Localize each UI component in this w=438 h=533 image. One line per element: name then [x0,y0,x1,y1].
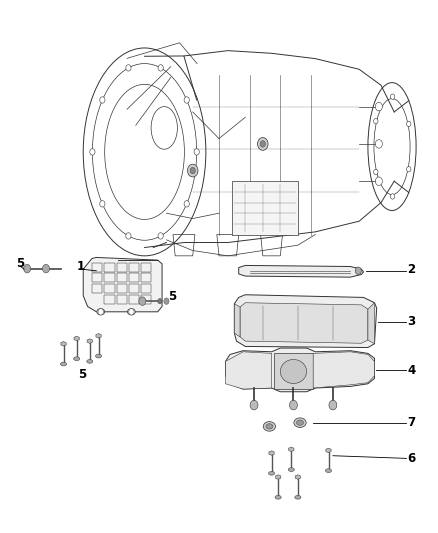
Circle shape [190,167,195,174]
Circle shape [290,400,297,410]
Text: 5: 5 [168,290,176,303]
Ellipse shape [297,420,304,425]
Text: 1: 1 [77,260,85,273]
Circle shape [406,166,411,172]
Circle shape [260,141,265,147]
Circle shape [187,164,198,177]
Ellipse shape [74,357,80,360]
Bar [117,295,127,304]
Bar [129,295,139,304]
Ellipse shape [95,354,102,358]
Polygon shape [83,257,162,312]
Bar [104,263,115,272]
Polygon shape [240,303,368,343]
Polygon shape [326,448,331,453]
Circle shape [42,264,49,273]
Circle shape [100,97,105,103]
Text: 3: 3 [407,316,416,328]
Bar [141,273,152,282]
Ellipse shape [266,424,273,429]
Polygon shape [295,475,300,479]
Polygon shape [313,352,374,388]
Text: 4: 4 [407,364,416,377]
Ellipse shape [268,472,275,475]
Circle shape [98,309,103,315]
Ellipse shape [60,362,67,366]
Ellipse shape [288,468,294,471]
Polygon shape [269,451,274,455]
Circle shape [158,298,162,304]
Bar [129,284,139,293]
Text: 6: 6 [407,452,416,465]
Ellipse shape [325,469,332,473]
Circle shape [158,64,163,71]
Polygon shape [61,342,66,346]
Bar [92,273,102,282]
Polygon shape [226,352,272,389]
Polygon shape [226,348,374,392]
Circle shape [129,309,134,315]
Bar [104,295,115,304]
Circle shape [374,118,378,124]
Polygon shape [239,265,364,277]
Ellipse shape [97,309,105,315]
Bar [129,263,139,272]
Polygon shape [276,475,281,479]
Text: 2: 2 [407,263,416,276]
Bar [92,263,102,272]
Ellipse shape [263,422,276,431]
Ellipse shape [280,359,307,384]
Circle shape [390,94,395,99]
Bar [141,263,152,272]
Bar [141,295,152,304]
Polygon shape [74,336,79,341]
Polygon shape [234,295,377,348]
Circle shape [90,149,95,155]
Polygon shape [274,353,313,389]
Circle shape [374,169,378,175]
Ellipse shape [275,496,281,499]
Circle shape [24,264,31,273]
Circle shape [390,194,395,199]
Bar [117,263,127,272]
Ellipse shape [127,309,135,315]
Polygon shape [96,334,101,338]
Polygon shape [234,304,240,337]
Circle shape [406,122,411,127]
Circle shape [375,177,382,185]
Ellipse shape [87,360,93,364]
Circle shape [184,200,189,207]
Text: 5: 5 [78,368,86,381]
Circle shape [184,97,189,103]
Circle shape [250,400,258,410]
Polygon shape [87,339,92,343]
Circle shape [158,233,163,239]
Bar [92,284,102,293]
Circle shape [375,140,382,148]
Circle shape [126,233,131,239]
Polygon shape [368,303,374,344]
Polygon shape [232,181,298,235]
Circle shape [164,298,169,304]
Bar [129,273,139,282]
Circle shape [375,102,382,111]
Circle shape [329,400,337,410]
Circle shape [139,297,146,305]
Circle shape [100,200,105,207]
Circle shape [258,138,268,150]
Bar [117,284,127,293]
Text: 7: 7 [407,416,416,429]
Bar [104,273,115,282]
Polygon shape [289,447,294,451]
Ellipse shape [295,496,301,499]
Bar [141,284,152,293]
Circle shape [355,267,361,274]
Circle shape [194,149,199,155]
Bar [104,284,115,293]
Circle shape [126,64,131,71]
Text: 5: 5 [17,257,25,270]
Ellipse shape [294,418,306,427]
Bar [117,273,127,282]
